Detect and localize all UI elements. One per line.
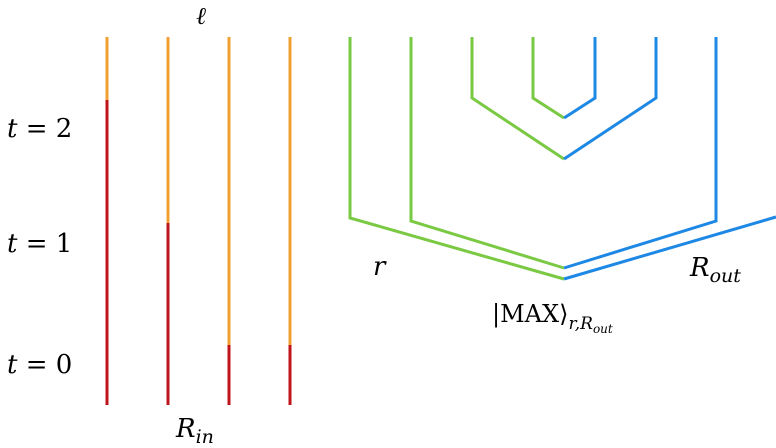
time-label-t0: t = 0: [7, 350, 72, 380]
ell-label: ℓ: [196, 2, 206, 30]
rin-wires: [105, 37, 292, 405]
time-label-t1: t = 1: [7, 229, 72, 259]
cup-outer-green: [348, 37, 565, 281]
max-state-label: |MAX⟩r,Rout: [492, 300, 613, 336]
cup-second-green: [470, 37, 565, 161]
cups: [348, 37, 776, 281]
cup-inner-green: [531, 37, 565, 120]
cup-third-green: [409, 37, 565, 270]
r-label: r: [373, 252, 387, 282]
cup-second-blue: [563, 37, 658, 161]
labels: ℓ t = 2 t = 1 t = 0 r Rout Rin |MAX⟩r,Ro…: [7, 2, 741, 448]
time-label-t2: t = 2: [7, 114, 72, 144]
rout-label: Rout: [689, 253, 741, 287]
cup-outer-blue: [563, 215, 776, 281]
cup-third-blue: [563, 37, 718, 270]
rin-label: Rin: [175, 414, 214, 448]
cup-inner-blue: [563, 37, 597, 120]
